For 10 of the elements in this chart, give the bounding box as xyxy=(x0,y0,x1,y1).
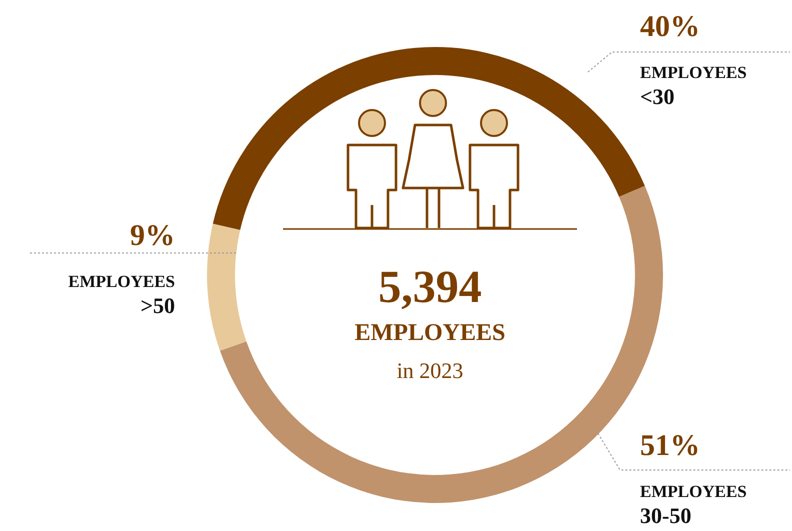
donut-slice xyxy=(207,224,246,351)
slice-label: EMPLOYEES <30 xyxy=(640,63,747,109)
slice-label: EMPLOYEES 30-50 xyxy=(640,482,747,528)
text: 5,394 xyxy=(378,261,482,312)
data-label: 40% xyxy=(640,10,700,43)
slice-label: EMPLOYEES >50 xyxy=(68,272,175,318)
data-label: 51% xyxy=(640,429,700,462)
text: in 2023 xyxy=(396,358,464,383)
text: EMPLOYEES xyxy=(354,320,506,346)
data-label: 9% xyxy=(130,219,175,252)
